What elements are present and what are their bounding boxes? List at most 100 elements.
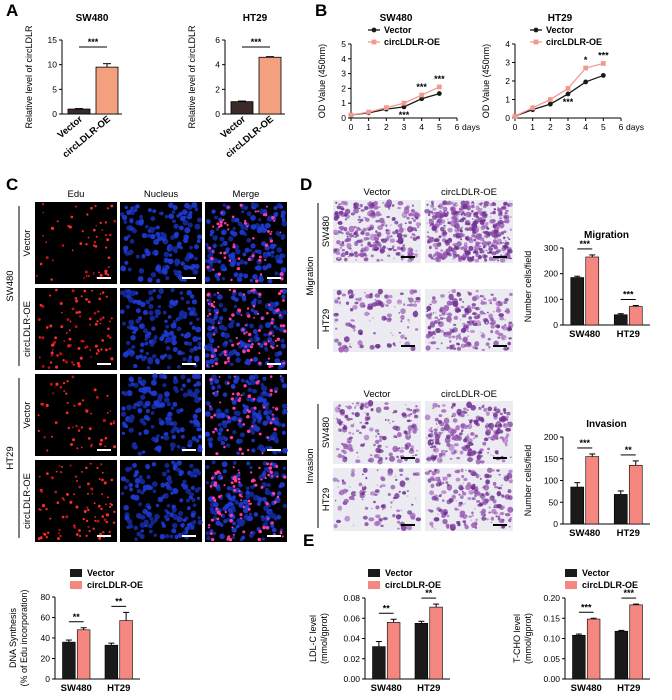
nucleus-dot — [120, 491, 125, 496]
cell-dot — [367, 243, 370, 245]
data-point — [600, 61, 606, 66]
pore — [398, 302, 401, 305]
nucleus-dot — [266, 263, 272, 269]
cell-dot — [452, 495, 456, 498]
merge-dot — [213, 300, 216, 304]
merge-dot — [207, 292, 211, 296]
y-axis-label: OD Value (450nm) — [317, 44, 327, 118]
cell-dot — [434, 316, 439, 319]
merge-dot — [247, 394, 252, 398]
nucleus-dot — [172, 488, 179, 494]
nucleus-dot — [250, 243, 256, 249]
nucleus-dot — [239, 259, 245, 265]
edu-dot — [38, 475, 41, 478]
edu-dot — [63, 390, 66, 392]
nucleus-dot — [170, 235, 175, 240]
nucleus-dot — [251, 438, 255, 443]
cell-dot — [356, 234, 360, 237]
edu-dot — [89, 349, 92, 351]
cell-dot — [438, 235, 442, 238]
nucleus-dot — [148, 226, 153, 231]
cell-dot — [427, 240, 431, 244]
nucleus-dot — [191, 201, 198, 208]
cell-dot — [408, 212, 414, 217]
pore — [444, 211, 447, 214]
cell-dot — [365, 255, 368, 257]
nucleus-dot — [271, 527, 277, 533]
nucleus-dot — [129, 290, 136, 296]
nucleus-dot — [132, 330, 137, 335]
merge-dot — [238, 471, 241, 474]
cell-dot — [430, 211, 433, 214]
edu-dot — [39, 356, 41, 359]
x-tick-label: 5 — [437, 122, 442, 132]
pore — [499, 526, 502, 529]
edu-dot — [73, 524, 76, 527]
merge-dot — [239, 203, 243, 207]
edu-dot — [58, 528, 61, 532]
pore — [471, 202, 474, 205]
panel-d-row-label-group: SW480 — [321, 417, 332, 448]
merge-dot — [215, 452, 219, 456]
cell-dot — [386, 299, 392, 305]
cell-dot — [506, 472, 513, 480]
nucleus-dot — [164, 391, 170, 398]
pore — [489, 215, 492, 218]
panel-c-row-label-group: Vector — [22, 402, 33, 429]
pore — [352, 524, 355, 527]
nucleus-dot — [125, 466, 131, 473]
nucleus-dot — [146, 474, 151, 480]
cell-dot — [458, 257, 462, 262]
legend-label-oe: circLDLR-OE — [385, 580, 441, 590]
scale-bar — [401, 457, 415, 459]
nucleus-dot — [187, 307, 192, 311]
nucleus-dot — [124, 205, 129, 210]
edu-dot — [69, 500, 73, 504]
merge-dot — [240, 499, 243, 502]
merge-dot — [246, 307, 250, 310]
cell-dot — [470, 432, 475, 436]
y-tick-label: 2 — [215, 84, 220, 94]
merge-dot — [280, 530, 283, 533]
cell-dot — [502, 236, 506, 240]
nucleus-dot — [150, 217, 155, 221]
sig-label: *** — [563, 97, 574, 107]
cell-dot — [474, 258, 479, 263]
nucleus-dot — [165, 324, 170, 329]
cell-dot — [375, 230, 378, 233]
cell-dot — [430, 454, 437, 461]
bar — [414, 623, 429, 680]
pore — [451, 449, 454, 452]
nucleus-dot — [212, 531, 217, 536]
edu-dot — [104, 269, 108, 273]
nucleus-dot — [133, 382, 139, 388]
nucleus-dot — [132, 444, 138, 450]
cell-dot — [489, 495, 495, 502]
cell-dot — [458, 493, 461, 496]
cell-dot — [492, 481, 497, 486]
nucleus-dot — [167, 336, 173, 343]
cell-dot — [497, 515, 501, 519]
cell-dot — [443, 229, 447, 233]
edu-dot — [97, 504, 101, 508]
cell-dot — [416, 235, 421, 240]
nucleus-dot — [194, 487, 200, 493]
nucleus-dot — [191, 526, 195, 530]
merge-dot — [208, 246, 212, 250]
nucleus-dot — [206, 219, 211, 224]
cell-dot — [447, 443, 450, 446]
cell-dot — [406, 216, 410, 220]
edu-dot — [113, 219, 117, 223]
nucleus-dot — [126, 340, 131, 346]
nucleus-dot — [262, 496, 267, 502]
cell-dot — [372, 500, 376, 504]
y-tick-label: 4 — [215, 60, 220, 70]
edu-dot — [55, 470, 58, 473]
cell-dot — [414, 328, 419, 331]
cell-dot — [408, 303, 414, 307]
cell-dot — [499, 217, 503, 220]
cell-dot — [410, 209, 415, 213]
cell-dot — [442, 206, 448, 212]
merge-dot — [273, 427, 277, 431]
